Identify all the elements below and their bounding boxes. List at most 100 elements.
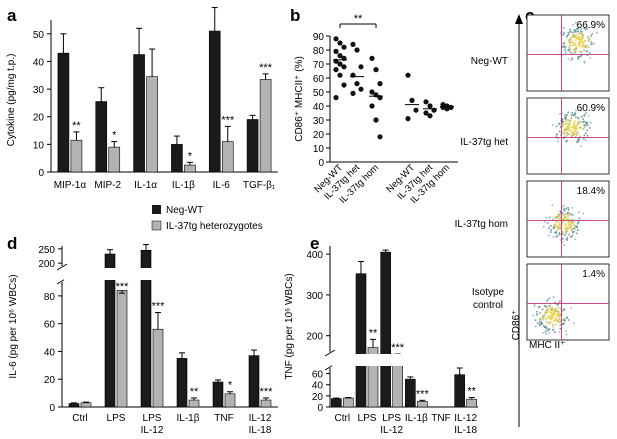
flow-event	[564, 128, 567, 130]
y-tick-label: 400	[306, 250, 323, 261]
flow-event	[563, 214, 565, 216]
flow-event	[582, 121, 584, 123]
flow-event	[562, 323, 564, 326]
flow-event	[555, 221, 558, 223]
flow-event	[545, 306, 548, 308]
arrow-head	[515, 14, 523, 24]
flow-event	[590, 41, 593, 43]
flow-event	[582, 118, 584, 121]
flow-event	[571, 135, 573, 137]
flow-event	[546, 300, 548, 302]
flow-event	[548, 227, 550, 229]
flow-event	[574, 49, 577, 51]
flow-event	[572, 36, 575, 39]
flow-event	[555, 232, 558, 234]
flow-event	[576, 124, 578, 126]
flow-event	[551, 316, 554, 318]
flow-event	[582, 37, 584, 39]
flow-event	[583, 60, 586, 63]
axis-break-gap	[332, 354, 480, 366]
flow-event	[586, 27, 588, 30]
flow-event	[559, 216, 562, 218]
legend-swatch	[151, 220, 162, 231]
flow-event	[570, 36, 572, 39]
flow-event	[573, 133, 576, 135]
flow-event	[578, 37, 580, 39]
flow-event	[553, 225, 556, 228]
y-tick-label: 50	[313, 88, 325, 99]
flow-event	[571, 228, 573, 231]
panel-letter: a	[7, 6, 17, 25]
flow-event	[573, 126, 576, 129]
flow-event	[548, 216, 551, 219]
flow-event	[558, 215, 560, 217]
flow-event	[550, 309, 553, 311]
flow-event	[567, 218, 570, 220]
flow-event	[561, 122, 563, 124]
bar	[152, 328, 164, 408]
flow-event	[545, 310, 547, 313]
flow-event	[555, 314, 558, 316]
flow-event	[563, 244, 566, 246]
flow-event	[549, 225, 552, 227]
bar	[224, 393, 236, 408]
flow-event	[552, 325, 555, 328]
flow-event	[533, 305, 536, 307]
flow-event	[577, 30, 579, 33]
significance-label: ***	[152, 301, 166, 313]
flow-event	[587, 114, 590, 117]
data-point	[337, 61, 343, 67]
y-tick-label: 20	[313, 130, 325, 141]
flow-event	[569, 129, 572, 132]
flow-event	[574, 225, 577, 227]
flow-event	[571, 41, 573, 43]
flow-event	[586, 134, 589, 137]
flow-event	[577, 139, 579, 142]
flow-event	[575, 48, 577, 50]
flow-event	[569, 29, 571, 31]
flow-event	[557, 137, 559, 140]
flow-event	[565, 333, 568, 336]
data-point	[358, 64, 364, 70]
y-tick-label: 10	[33, 140, 45, 151]
flow-event	[566, 34, 569, 37]
flow-event	[572, 23, 574, 26]
data-point	[333, 95, 339, 101]
flow-event	[538, 305, 541, 308]
flow-event	[574, 130, 576, 132]
flow-event	[558, 311, 560, 313]
flow-event	[571, 53, 573, 55]
flow-event	[567, 221, 570, 223]
flow-event	[559, 233, 561, 236]
flow-event	[549, 308, 552, 310]
x-tick-label: LPS	[358, 413, 377, 424]
flow-event	[571, 214, 574, 216]
flow-event	[552, 296, 555, 298]
x-tick-label: IL-1β	[172, 180, 195, 191]
flow-event	[570, 116, 573, 119]
sample-label: Neg-WT	[471, 56, 508, 67]
flow-event	[547, 308, 549, 310]
significance-label: ***	[260, 386, 274, 398]
flow-event	[578, 36, 580, 38]
flow-event	[564, 228, 567, 231]
bar	[355, 273, 367, 408]
flow-event	[559, 300, 561, 303]
y-tick-label: 80	[313, 46, 325, 57]
data-point	[409, 97, 415, 103]
flow-event	[555, 235, 557, 238]
flow-event	[577, 117, 579, 119]
flow-event	[537, 306, 540, 309]
flow-event	[565, 140, 567, 143]
bar	[188, 399, 200, 408]
flow-event	[584, 132, 587, 135]
data-point	[405, 72, 411, 78]
flow-event	[562, 46, 565, 48]
flow-event	[560, 32, 562, 34]
flow-event	[568, 42, 571, 44]
data-point	[405, 116, 411, 122]
gate-percent: 66.9%	[577, 20, 605, 31]
flow-event	[541, 323, 544, 325]
